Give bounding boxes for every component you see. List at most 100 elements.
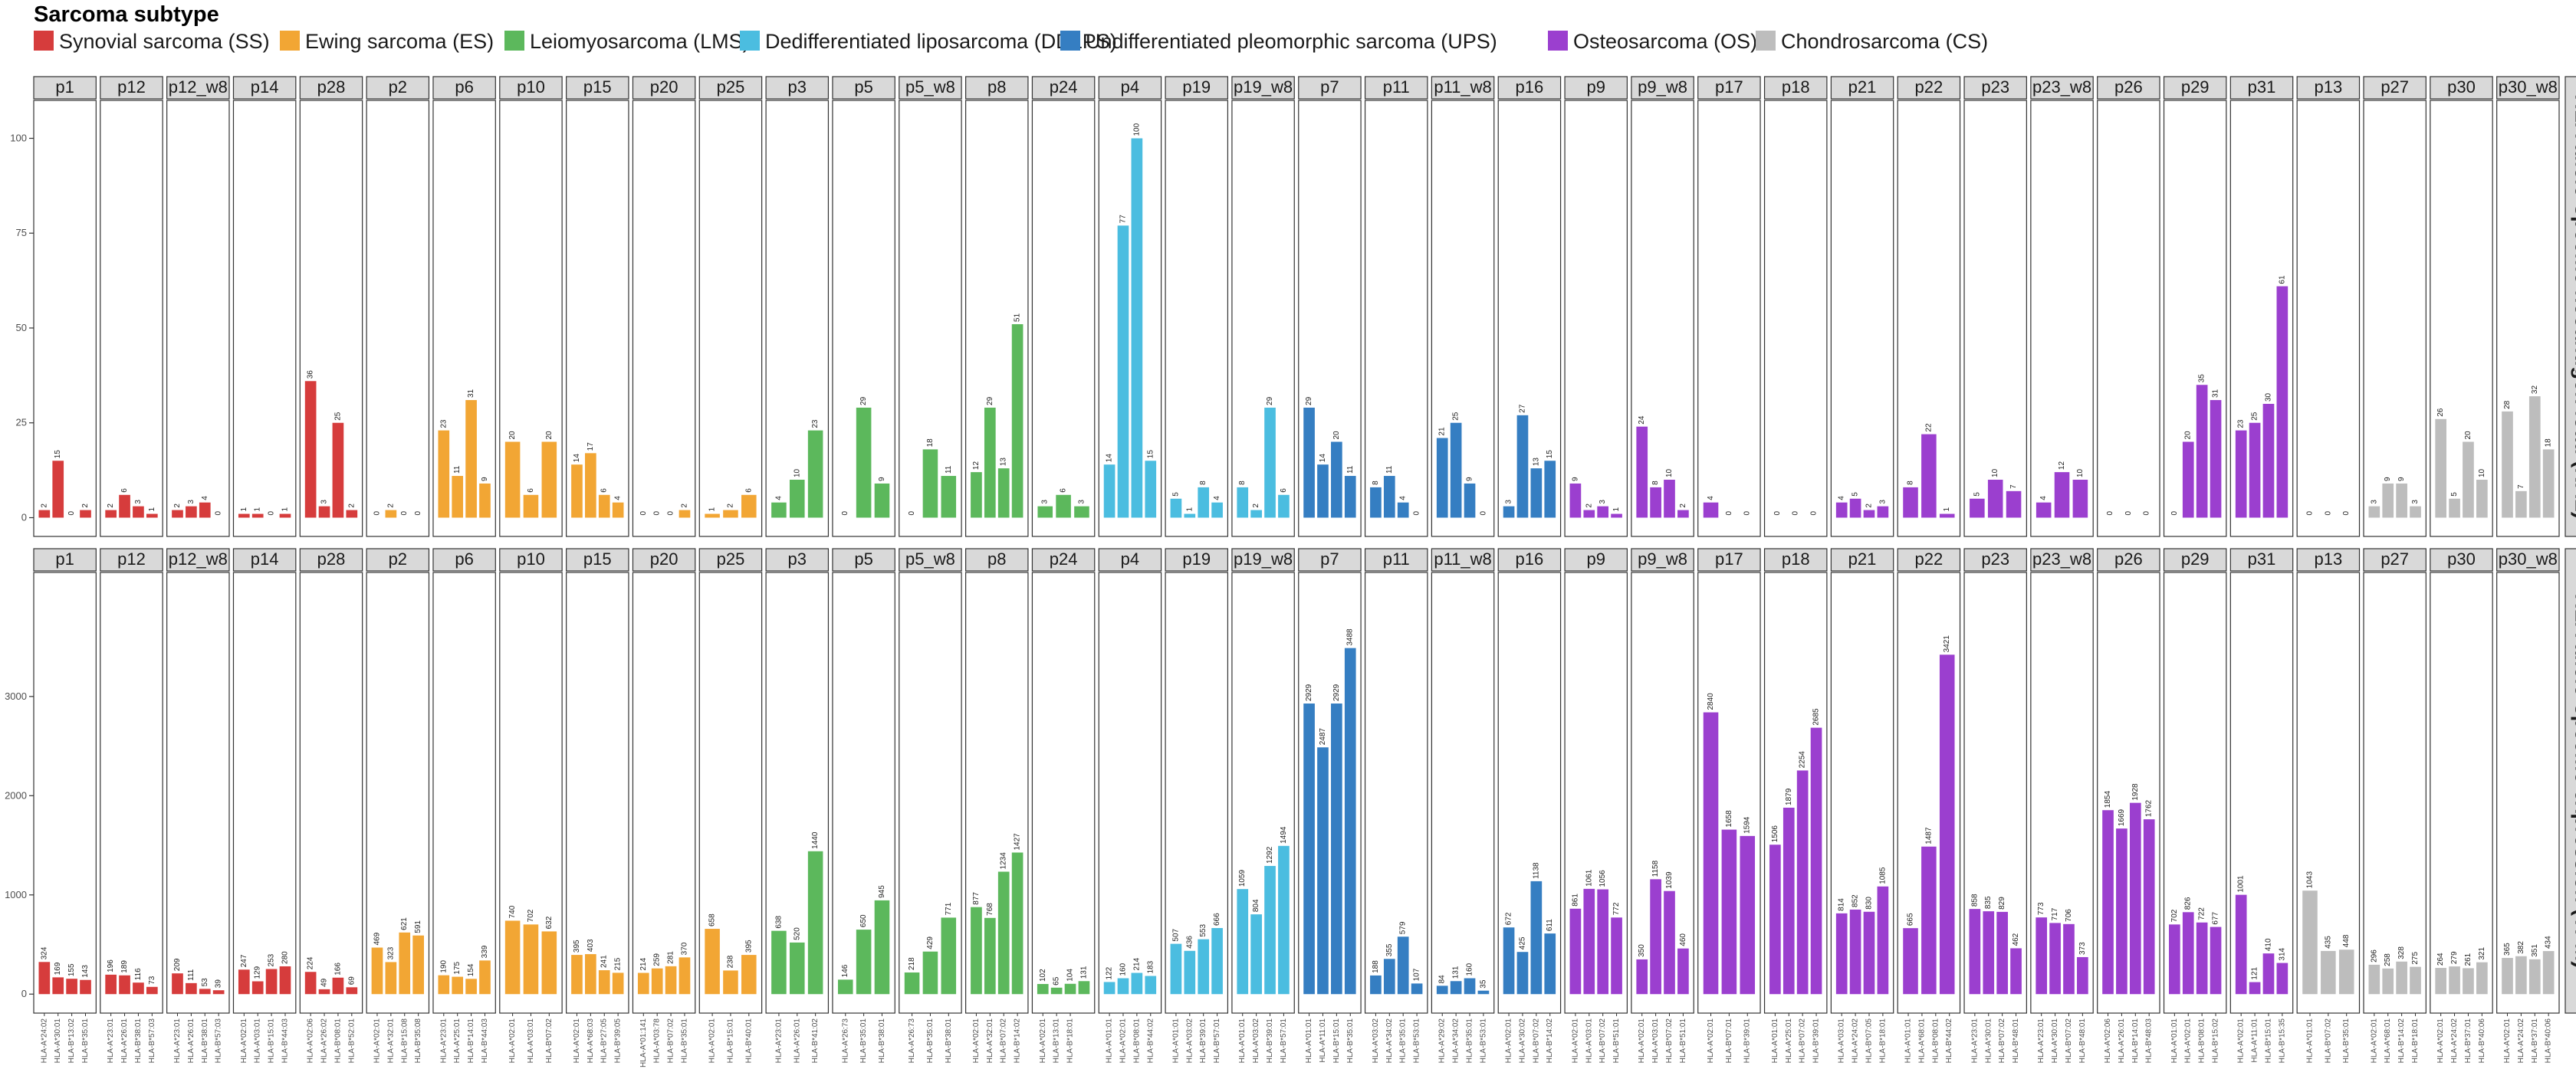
facet-panel-p21: p21 4 5 2 3 <box>1830 76 1894 537</box>
facet-strip <box>2097 548 2160 572</box>
bar <box>1611 917 1622 995</box>
facet-panel-p4: p4 14 77 100 15 <box>1098 76 1162 537</box>
bar <box>2262 403 2275 518</box>
facet-strip <box>1763 76 1828 100</box>
bar <box>971 907 982 995</box>
bar <box>452 976 464 995</box>
x-tick-label: HLA-A*23:01 <box>107 1018 115 1064</box>
facet-strip-label: p2 <box>389 549 407 569</box>
facet-panel-p28: p28 36 3 25 2 <box>299 76 363 537</box>
bar <box>1903 487 1918 518</box>
bar <box>1544 933 1556 995</box>
bar <box>665 966 677 995</box>
bar-value-label: 2840 <box>1707 693 1715 710</box>
bar <box>1516 415 1529 518</box>
facet-panel-p25: p25 658 238 395 HLA-A*02:01 HLA-B*15:01 HLA-B*… <box>698 548 763 1064</box>
bar-value-label: 9 <box>1571 477 1579 481</box>
facet-strip <box>2163 548 2227 572</box>
x-tick-label: HLA-A*02:01 <box>708 1018 717 1064</box>
facet-strip-label: p12_w8 <box>169 77 228 97</box>
bar <box>172 973 183 995</box>
facet-panel-p26: p26 1854 1669 1928 1762 HLA-A*02:06 HLA-A*26:0… <box>2097 548 2160 1064</box>
facet-panel-p27: p27 296 258 328 275 HLA-A*02:01 HLA-A*68:01 HLA… <box>2363 548 2426 1064</box>
facet-panel-p31: p31 1001 121 410 314 HLA-A*02:01 HLA-A*11:01 HL… <box>2229 548 2294 1063</box>
facet-panel-border <box>432 572 496 1014</box>
bar <box>238 513 250 518</box>
bar <box>2276 286 2288 518</box>
bar-value-label: 370 <box>680 942 688 955</box>
bar <box>1056 494 1071 518</box>
bar <box>771 502 787 518</box>
bar-value-label: 241 <box>600 955 609 968</box>
facet-strip-label: p9 <box>1586 77 1605 97</box>
bar-value-label: 13 <box>1532 458 1540 467</box>
bar <box>1636 959 1648 995</box>
bar-value-label: 8 <box>1372 480 1380 485</box>
bar-value-label: 6 <box>600 488 609 493</box>
bar <box>1721 829 1737 995</box>
bar-value-label: 722 <box>2198 907 2206 920</box>
bar-value-label: 6 <box>1280 488 1288 493</box>
facet-panel-p3: p3 638 520 1440 HLA-A*23:01 HLA-A*26:01 HLA-B*… <box>765 548 830 1063</box>
x-tick-label: HLA-A*24:02 <box>40 1018 48 1064</box>
facet-panel-p23_w8: p23_w8 773 717 706 373 HLA-A*23:01 HLA-A*30:01… <box>2030 548 2094 1063</box>
x-tick-label: HLA-A*02:06 <box>307 1018 315 1064</box>
bar-value-label: 0 <box>1743 510 1752 515</box>
x-tick-label: HLA-A*02:01 <box>573 1018 581 1064</box>
x-tick-label: HLA-B*38:01 <box>878 1018 886 1064</box>
bar <box>304 972 317 995</box>
facet-strip <box>232 76 297 100</box>
x-tick-label: HLA-A*02:01 <box>2370 1018 2378 1064</box>
legend-label-os: Osteosarcoma (OS) <box>1573 30 1757 53</box>
bar <box>146 513 158 518</box>
bar-value-label: 111 <box>187 969 196 981</box>
bar <box>1503 506 1515 518</box>
bar-value-label: 264 <box>2436 953 2445 966</box>
bar-value-label: 9 <box>2384 477 2392 481</box>
bar <box>1464 483 1476 518</box>
bar-value-label: 280 <box>281 951 289 964</box>
x-tick-label: HLA-B*18:01 <box>1066 1018 1075 1064</box>
bar-value-label: 740 <box>508 905 517 918</box>
facet-panel-p25: p25 1 2 6 <box>698 76 763 537</box>
bar <box>612 502 624 518</box>
bar-value-label: 665 <box>1907 913 1915 926</box>
facet-strip-label: p7 <box>1320 77 1339 97</box>
bar <box>2196 385 2208 518</box>
facet-panel-p19: p19 5 1 8 4 <box>1165 76 1229 537</box>
facet-panel-border <box>166 572 230 1014</box>
x-tick-label: HLA-B*35:01 <box>81 1018 90 1064</box>
x-tick-label: HLA-B*53:01 <box>1413 1018 1421 1064</box>
bar <box>723 970 738 995</box>
bar <box>265 969 278 995</box>
facet-strip-label: p19 <box>1182 549 1211 569</box>
bar <box>1344 476 1356 518</box>
bar-value-label: 146 <box>841 964 849 977</box>
bar-value-label: 2685 <box>1812 708 1821 726</box>
bar <box>1237 487 1249 518</box>
bar-value-label: 11 <box>1385 465 1394 474</box>
bar-value-label: 131 <box>1452 966 1460 979</box>
facet-strip-label: p10 <box>517 77 545 97</box>
bar <box>1677 510 1689 518</box>
bar <box>997 871 1010 995</box>
bar <box>790 942 805 995</box>
bar-value-label: 169 <box>54 962 62 975</box>
x-tick-label: HLA-B*14:01 <box>2131 1018 2140 1064</box>
bar-value-label: 771 <box>945 902 953 915</box>
x-tick-label: HLA-B*07:05 <box>1865 1018 1873 1064</box>
facet-panel-p18: p18 0 0 0 <box>1763 76 1828 537</box>
facet-strip <box>2430 548 2493 572</box>
facet-panel-p8: p8 877 768 1234 1427 HLA-A*02:01 HLA-A*32:01 HL… <box>965 548 1029 1063</box>
bar-value-label: 29 <box>986 396 994 405</box>
facet-strip <box>1497 548 1562 572</box>
bar-value-label: 460 <box>1679 933 1687 946</box>
facet-strip <box>1298 76 1362 100</box>
facet-panel-p29: p29 702 826 722 677 HLA-A*01:01 HLA-A*02:01 HLA… <box>2163 548 2227 1063</box>
facet-strip <box>499 76 563 100</box>
bar <box>2169 924 2180 995</box>
x-tick-label: HLA-B*27:05 <box>600 1018 609 1064</box>
x-tick-label: HLA-A*02:01 <box>1505 1018 1513 1064</box>
bar <box>1317 747 1329 995</box>
